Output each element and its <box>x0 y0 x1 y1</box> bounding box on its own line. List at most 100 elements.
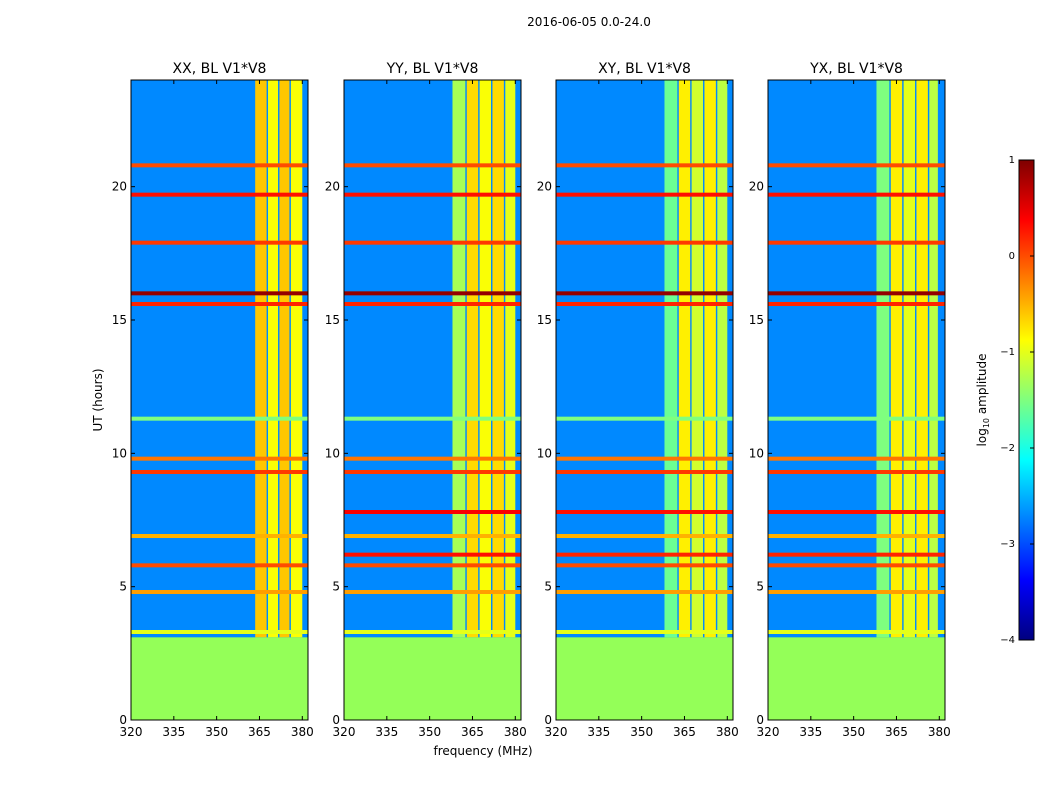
colorbar-tick-label: −4 <box>1000 635 1015 646</box>
heatmap-plot-area <box>131 80 308 720</box>
y-tick-label: 15 <box>112 313 127 327</box>
rfi-line <box>556 192 733 197</box>
rfi-line <box>344 163 521 168</box>
band-column <box>664 80 678 638</box>
rfi-line <box>556 534 733 538</box>
rfi-line <box>344 590 521 594</box>
x-tick-label: 365 <box>885 725 908 739</box>
no-data-region <box>556 637 733 720</box>
no-data-region <box>344 637 521 720</box>
rfi-line <box>131 416 308 421</box>
rfi-line <box>131 630 308 634</box>
rfi-line <box>131 163 308 168</box>
x-tick-label: 350 <box>205 725 228 739</box>
x-tick-label: 350 <box>418 725 441 739</box>
band-column <box>279 80 290 638</box>
panel-frame <box>767 79 946 721</box>
panel-frame <box>343 79 522 721</box>
panel-title: YX, BL V1*V8 <box>809 61 903 77</box>
x-tick-label: 380 <box>291 725 314 739</box>
x-tick-label: 380 <box>716 725 739 739</box>
rfi-line <box>556 456 733 461</box>
panel-title: YY, BL V1*V8 <box>386 61 479 77</box>
heatmap-background <box>344 80 521 720</box>
no-data-region <box>131 637 308 720</box>
rfi-line <box>556 510 733 514</box>
y-tick-label: 0 <box>119 713 127 727</box>
heatmap-panel: YY, BL V1*V8 320 335 350 365 380 0 5 10 15 20 <box>325 61 527 739</box>
heatmap-background <box>556 80 733 720</box>
band-column <box>903 80 916 638</box>
y-tick-label: 20 <box>325 180 340 194</box>
colorbar-tick-label: −1 <box>1000 347 1015 358</box>
rfi-line <box>556 552 733 557</box>
rfi-line <box>768 291 945 296</box>
rfi-line <box>131 470 308 474</box>
x-tick-label: 335 <box>587 725 610 739</box>
rfi-line <box>344 240 521 245</box>
y-tick-label: 15 <box>537 313 552 327</box>
heatmap-panel: YX, BL V1*V8 320 335 350 365 380 0 5 10 15 20 <box>749 61 951 739</box>
rfi-line <box>344 291 521 296</box>
rfi-line <box>556 416 733 421</box>
rfi-line <box>344 302 521 306</box>
x-tick-label: 350 <box>842 725 865 739</box>
rfi-line <box>344 470 521 474</box>
y-tick-label: 10 <box>537 446 552 460</box>
rfi-line <box>768 510 945 514</box>
band-column <box>466 80 479 638</box>
x-tick-label: 380 <box>928 725 951 739</box>
rfi-line <box>131 534 308 538</box>
band-column <box>691 80 704 638</box>
rfi-line <box>556 563 733 568</box>
colorbar: 10−1−2−3−4 log10 amplitude <box>975 155 1035 646</box>
colorbar-tick-label: 1 <box>1009 155 1015 166</box>
colorbar-tick-label: −3 <box>1000 539 1015 550</box>
band-column <box>452 80 466 638</box>
rfi-line <box>131 240 308 245</box>
x-tick-label: 335 <box>162 725 185 739</box>
x-tick-label: 365 <box>248 725 271 739</box>
rfi-line <box>556 590 733 594</box>
rfi-line <box>556 240 733 245</box>
rfi-line <box>768 240 945 245</box>
x-tick-label: 320 <box>545 725 568 739</box>
panel-frame <box>555 79 734 721</box>
band-column <box>479 80 492 638</box>
y-tick-label: 5 <box>756 580 764 594</box>
rfi-line <box>556 470 733 474</box>
colorbar-ticks: 1 0 −1 −2 −3 −4 <box>1000 155 1034 646</box>
rfi-line <box>344 510 521 514</box>
x-tick-label: 365 <box>673 725 696 739</box>
heatmap-panel: XY, BL V1*V8 320 335 350 365 380 0 5 10 15 20 <box>537 61 739 739</box>
rfi-line <box>556 630 733 634</box>
band-column <box>290 80 303 638</box>
y-tick-label: 0 <box>332 713 340 727</box>
rfi-line <box>131 291 308 296</box>
rfi-line <box>131 456 308 461</box>
heatmap-background <box>131 80 308 720</box>
y-tick-label: 20 <box>537 180 552 194</box>
rfi-line <box>768 534 945 538</box>
rfi-line <box>344 552 521 557</box>
rfi-line <box>768 630 945 634</box>
heatmap-plot-area <box>344 80 521 720</box>
rfi-line <box>131 192 308 197</box>
rfi-line <box>556 291 733 296</box>
band-column <box>255 80 267 638</box>
band-column <box>704 80 716 638</box>
x-tick-label: 320 <box>120 725 143 739</box>
band-column <box>717 80 728 638</box>
colorbar-label-prefix: log <box>975 428 989 446</box>
rfi-line <box>344 563 521 568</box>
colorbar-label: log10 amplitude <box>975 354 991 447</box>
rfi-line <box>768 456 945 461</box>
y-tick-label: 5 <box>544 580 552 594</box>
rfi-line <box>768 552 945 557</box>
y-tick-label: 5 <box>119 580 127 594</box>
rfi-line <box>131 302 308 306</box>
rfi-line <box>556 163 733 168</box>
heatmap-plot-area <box>768 80 945 720</box>
